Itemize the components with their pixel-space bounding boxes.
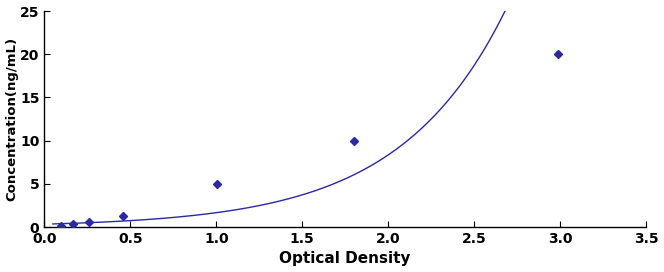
Y-axis label: Concentration(ng/mL): Concentration(ng/mL) — [5, 37, 19, 201]
X-axis label: Optical Density: Optical Density — [280, 251, 411, 267]
